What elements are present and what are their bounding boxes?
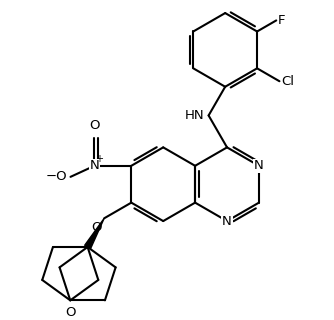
Text: O: O bbox=[65, 306, 75, 319]
Text: O: O bbox=[91, 221, 101, 234]
Text: +: + bbox=[95, 154, 103, 164]
Text: Cl: Cl bbox=[281, 75, 294, 88]
Text: N: N bbox=[254, 159, 264, 172]
Text: −O: −O bbox=[46, 170, 67, 183]
Text: F: F bbox=[278, 14, 286, 27]
Text: N: N bbox=[222, 215, 232, 228]
Text: HN: HN bbox=[185, 109, 205, 122]
Polygon shape bbox=[85, 218, 104, 249]
Text: N: N bbox=[90, 159, 99, 172]
Text: O: O bbox=[89, 119, 100, 132]
